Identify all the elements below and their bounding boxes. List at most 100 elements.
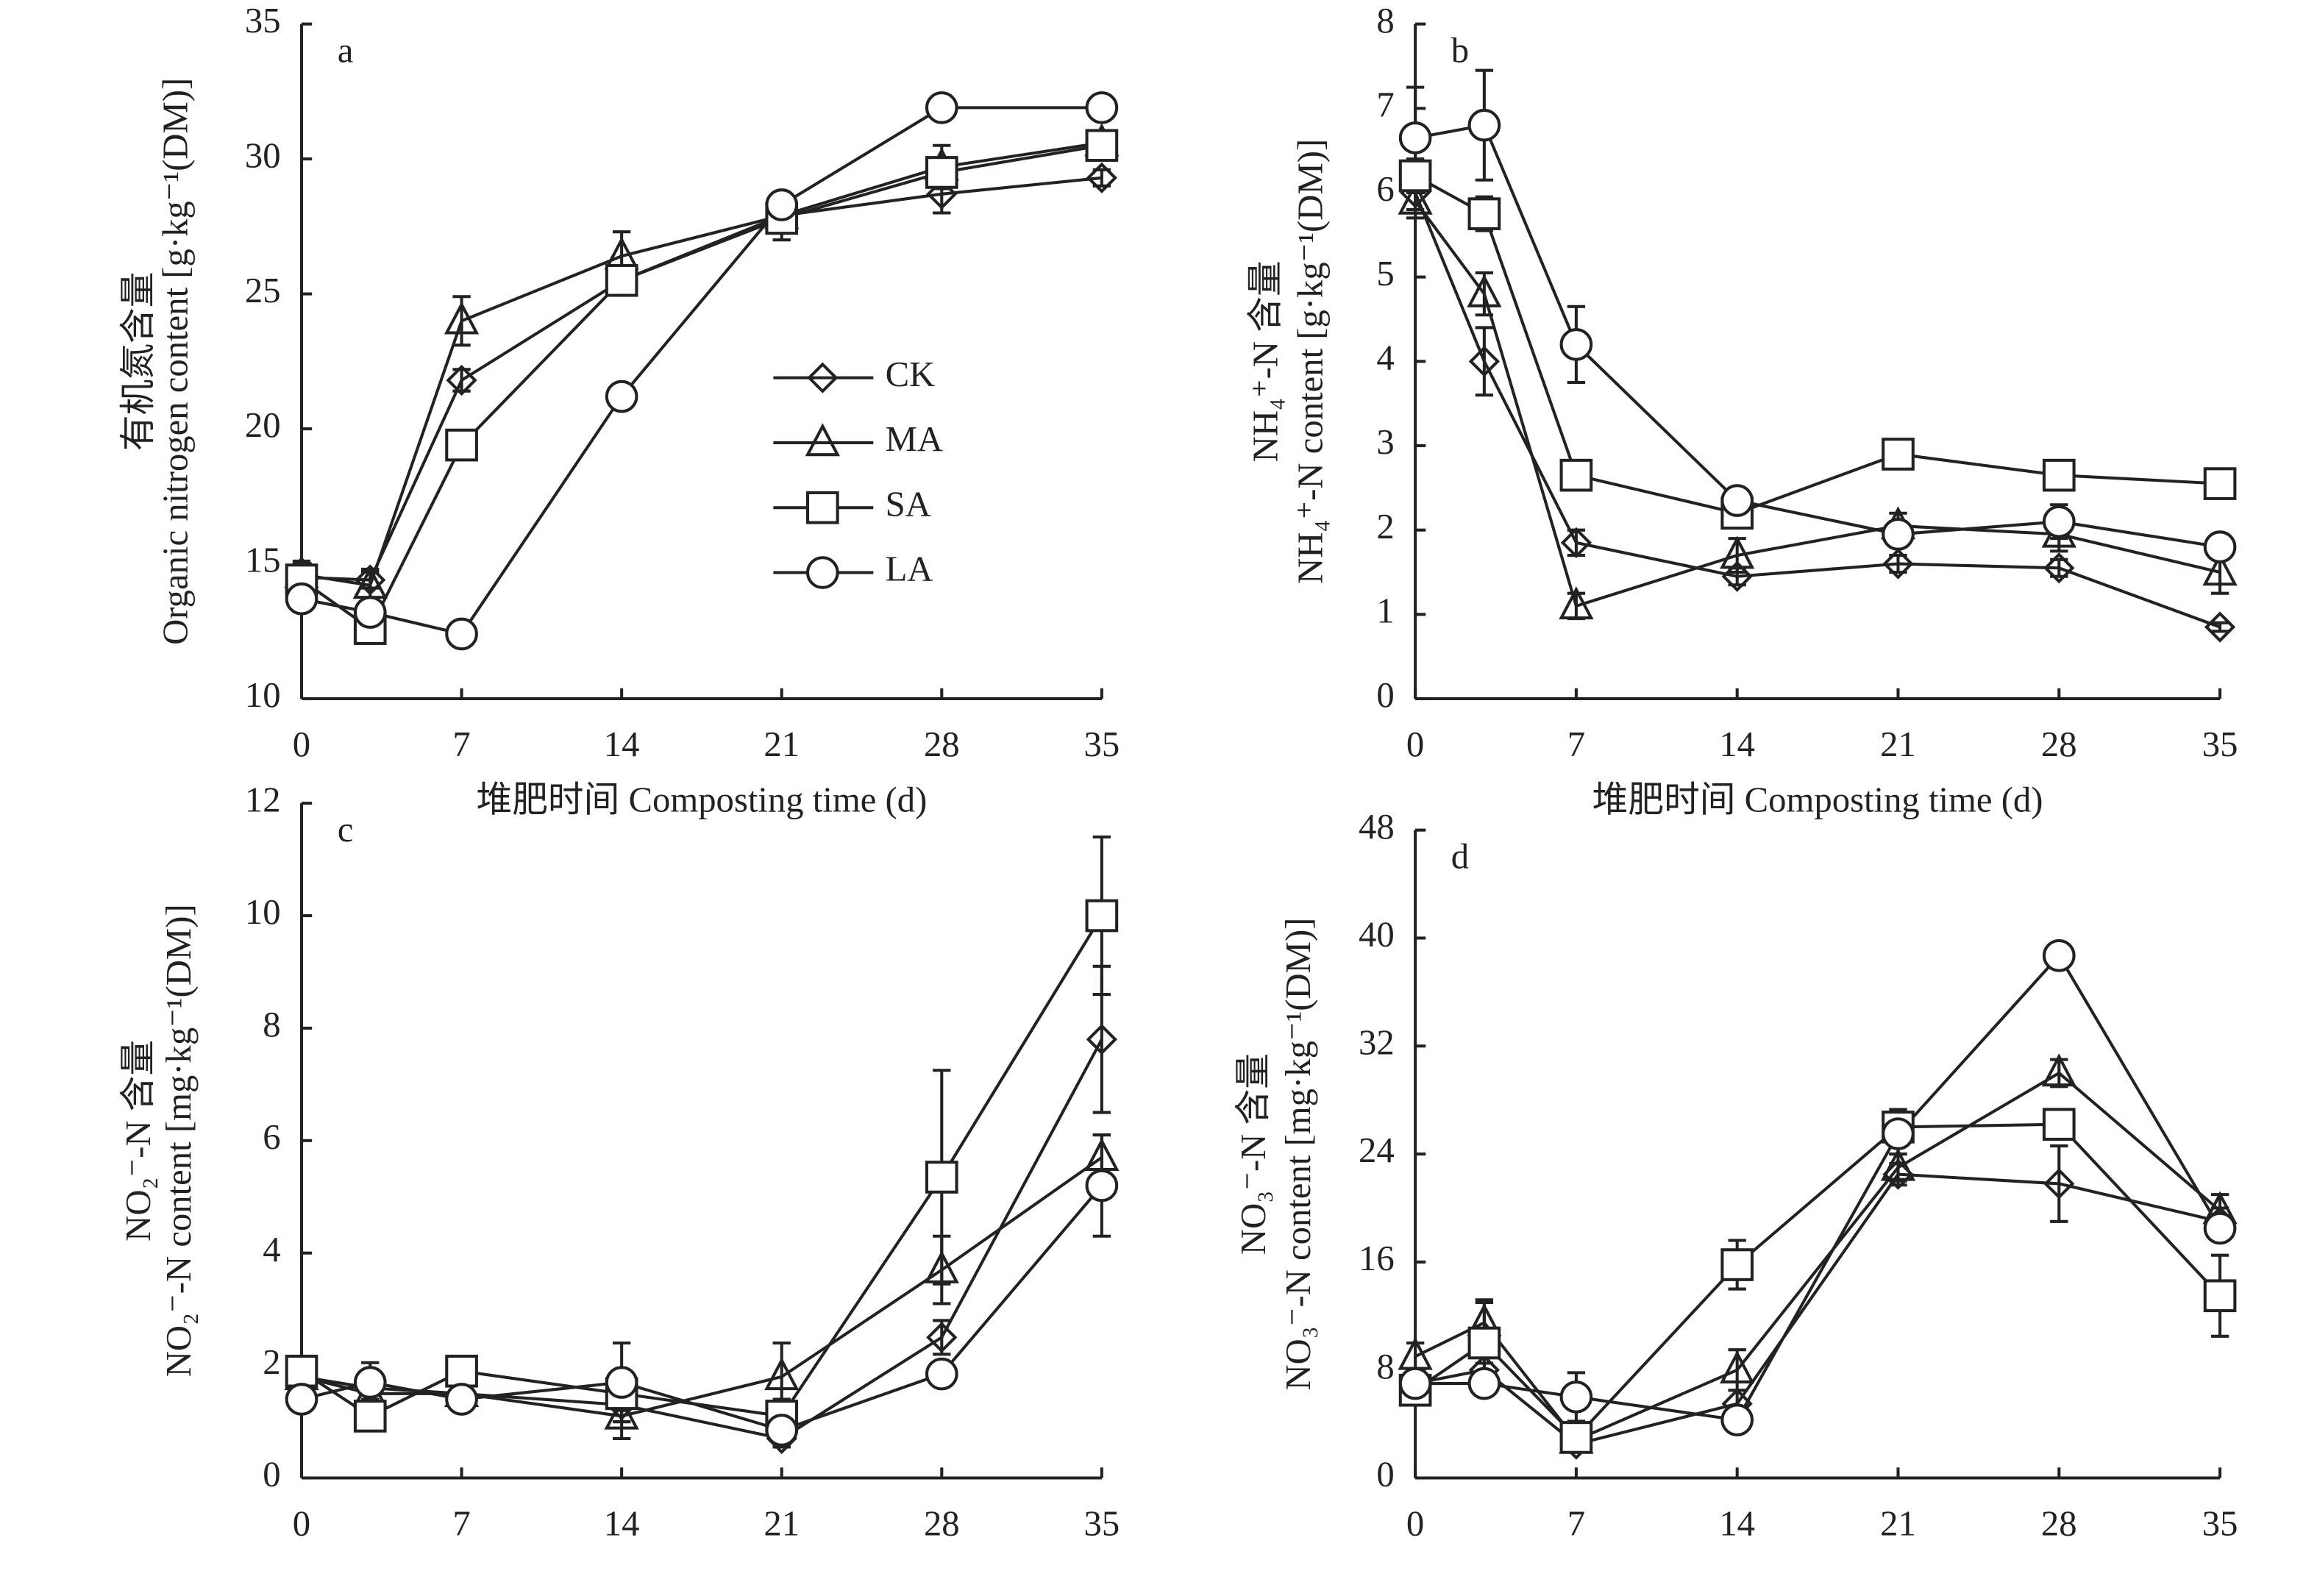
- marker: [1467, 197, 1501, 230]
- marker: [2203, 1211, 2237, 1245]
- x-tick-label: 7: [1567, 1504, 1585, 1544]
- marker: [1559, 1381, 1593, 1414]
- y-tick-label: 48: [1359, 807, 1395, 847]
- series-line: [1414, 192, 2221, 629]
- error-bar: [1567, 591, 1586, 621]
- x-tick-label: 21: [1880, 724, 1916, 764]
- y-tick-label: 8: [263, 1005, 280, 1044]
- marker: [2203, 1279, 2237, 1313]
- panel: 0 1 2 3 4 5 6 7 8 0 7 14 21 28 35 b NH₄⁺-N 含量 NH₄⁺-N cont…: [1245, 1, 2238, 819]
- y-tick-label: 4: [263, 1230, 280, 1269]
- y-tick-label: 16: [1359, 1239, 1395, 1278]
- marker: [925, 1357, 958, 1391]
- marker: [2042, 505, 2076, 538]
- y-axis-label: Organic nitrogen content [g·kg⁻¹(DM)]: [156, 78, 196, 645]
- x-tick-label: 35: [2202, 724, 2238, 764]
- legend-label: CK: [886, 355, 936, 394]
- marker: [445, 1383, 478, 1416]
- error-bar: [1475, 326, 1494, 397]
- series-line: [1415, 952, 2221, 1422]
- marker: [765, 1414, 799, 1447]
- marker: [353, 1400, 387, 1433]
- marker: [1559, 328, 1593, 361]
- y-tick-label: 6: [263, 1117, 280, 1157]
- marker: [765, 188, 799, 221]
- y-tick-label: 6: [1376, 169, 1394, 209]
- marker: [1560, 527, 1592, 559]
- x-tick-label: 28: [2041, 1504, 2077, 1544]
- error-bar: [2210, 621, 2229, 633]
- marker: [1882, 548, 1914, 580]
- marker: [1559, 458, 1593, 492]
- marker: [285, 1354, 318, 1388]
- x-tick-label: 14: [1719, 1504, 1755, 1544]
- marker: [2203, 530, 2237, 563]
- marker: [1880, 1147, 1916, 1181]
- panel-label: a: [338, 30, 354, 70]
- marker: [604, 1396, 639, 1430]
- marker: [1398, 181, 1433, 215]
- panel: 0 8 16 24 32 40 48 0 7 14 21 28 35 d NO₃⁻-N 含量 NO₃⁻-N c…: [1234, 807, 2238, 1544]
- series-line: [301, 1039, 1103, 1441]
- marker: [1467, 1367, 1501, 1400]
- marker: [353, 1366, 387, 1399]
- marker: [1398, 159, 1432, 193]
- y-tick-label: 24: [1359, 1130, 1395, 1170]
- y-tick-label: 1: [1376, 591, 1394, 631]
- y-tick-label: 30: [245, 135, 281, 175]
- legend-marker: [806, 556, 839, 589]
- x-tick-label: 14: [1719, 724, 1755, 764]
- x-tick-label: 35: [1084, 1504, 1120, 1544]
- marker: [1398, 121, 1432, 154]
- error-bar: [2050, 1144, 2068, 1223]
- error-bar: [2050, 1058, 2068, 1089]
- marker: [285, 582, 318, 616]
- y-tick-label: 20: [245, 405, 281, 445]
- series-line: [300, 143, 1103, 631]
- panel: 0 2 4 6 8 10 12 0 7 14 21 28 35 c NO₂⁻-N 含量 NO₂⁻-N cont…: [118, 780, 1120, 1543]
- legend-marker: [805, 423, 840, 457]
- y-axis-label: NO₃⁻-N content [mg·kg⁻¹(DM)]: [1278, 918, 1318, 1391]
- marker: [445, 428, 478, 462]
- x-tick-label: 21: [1880, 1504, 1916, 1544]
- y-tick-label: 35: [245, 1, 281, 40]
- y-tick-label: 3: [1376, 422, 1394, 462]
- y-axis-label: NO₂⁻-N content [mg·kg⁻¹(DM)]: [159, 904, 199, 1377]
- error-bar: [1406, 1341, 1425, 1372]
- x-tick-label: 14: [604, 724, 640, 764]
- marker: [1882, 518, 1915, 551]
- x-tick-label: 14: [604, 1504, 640, 1544]
- marker: [605, 1366, 638, 1399]
- x-tick-label: 7: [452, 724, 470, 764]
- marker: [2042, 458, 2076, 492]
- x-tick-label: 0: [293, 1504, 310, 1544]
- marker: [2041, 1053, 2076, 1087]
- y-tick-label: 4: [1376, 338, 1394, 378]
- y-tick-label: 0: [1376, 1455, 1394, 1495]
- y-tick-label: 40: [1359, 915, 1395, 955]
- marker: [1085, 129, 1119, 163]
- y-tick-label: 12: [245, 780, 281, 819]
- x-tick-label: 7: [452, 1504, 470, 1544]
- x-tick-label: 7: [1567, 724, 1585, 764]
- marker: [926, 178, 958, 210]
- marker: [1468, 346, 1501, 377]
- marker: [1720, 535, 1755, 569]
- marker: [1882, 438, 1915, 471]
- marker: [2202, 552, 2238, 586]
- y-tick-label: 15: [245, 541, 281, 580]
- x-axis-label: 堆肥时间 Composting time (d): [1592, 780, 2043, 819]
- marker: [2042, 938, 2076, 972]
- marker: [445, 1354, 478, 1388]
- y-axis-label: NH₄⁺-N content [g·kg⁻¹(DM)]: [1290, 139, 1330, 584]
- marker: [1882, 1117, 1915, 1150]
- y-tick-label: 8: [1376, 1347, 1394, 1386]
- series-line: [300, 914, 1103, 1418]
- y-tick-label: 2: [1376, 507, 1394, 546]
- y-axis-label: 有机氮含量: [118, 272, 158, 452]
- x-tick-label: 21: [764, 724, 800, 764]
- y-tick-label: 8: [1376, 1, 1394, 40]
- marker: [1720, 1248, 1754, 1281]
